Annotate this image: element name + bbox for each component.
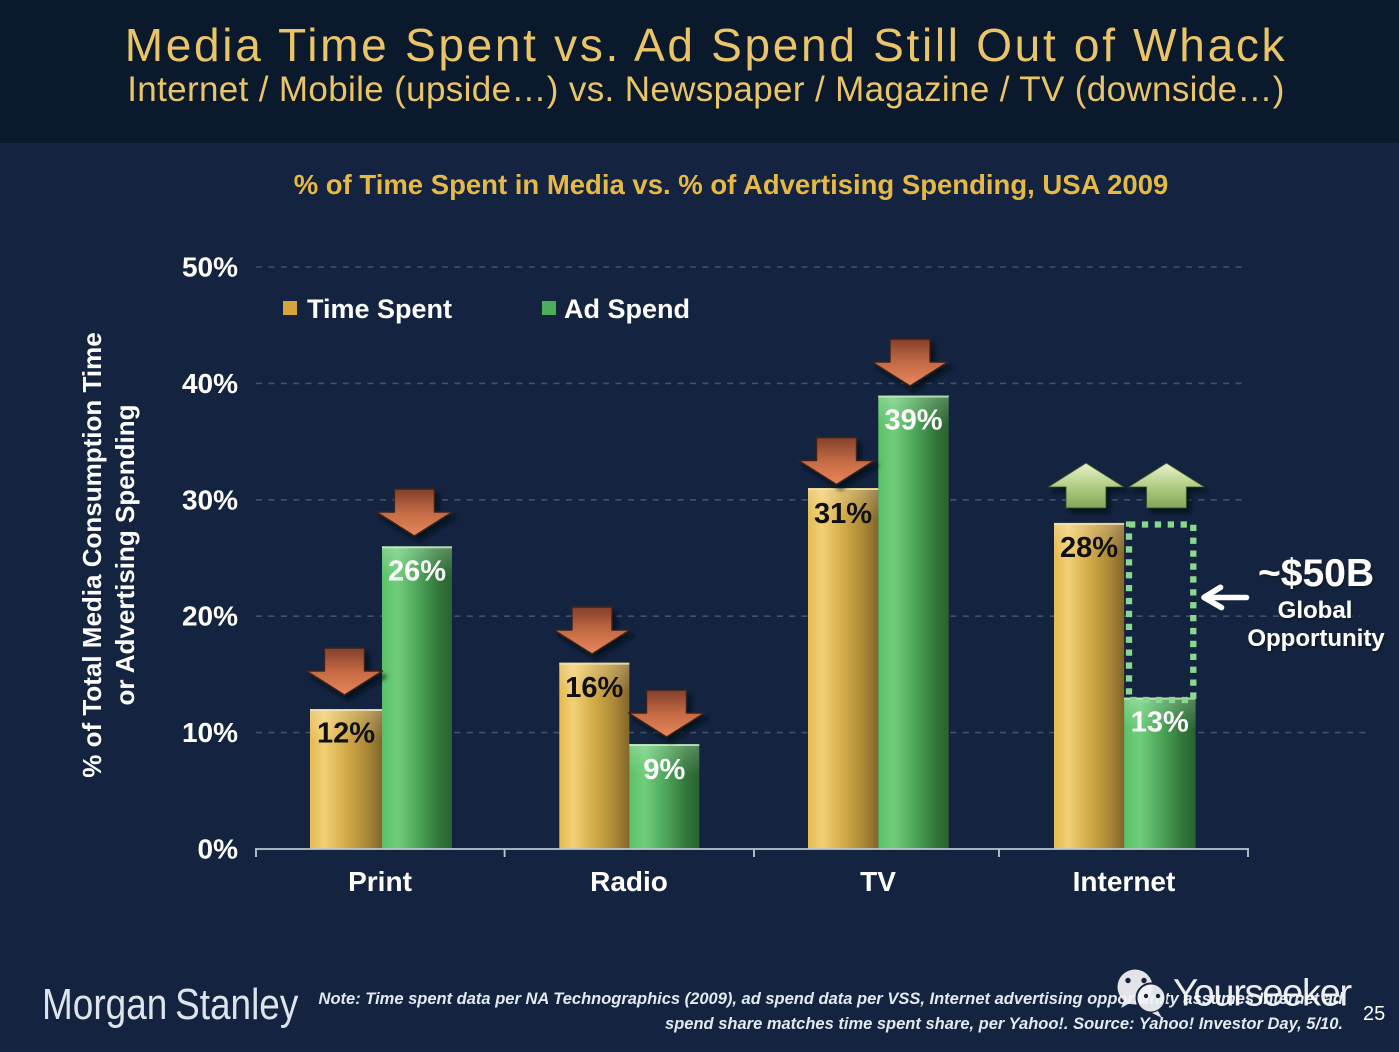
svg-text:0%: 0% bbox=[198, 834, 239, 865]
svg-text:16%: 16% bbox=[565, 672, 623, 704]
svg-text:Print: Print bbox=[348, 866, 412, 897]
svg-text:39%: 39% bbox=[884, 405, 942, 437]
svg-text:Yourseeker: Yourseeker bbox=[1173, 973, 1352, 1015]
svg-text:40%: 40% bbox=[182, 368, 238, 399]
svg-text:31%: 31% bbox=[814, 498, 872, 530]
svg-text:Ad Spend: Ad Spend bbox=[564, 294, 690, 324]
svg-text:26%: 26% bbox=[388, 555, 446, 587]
svg-text:Radio: Radio bbox=[590, 866, 668, 897]
svg-text:~$50B: ~$50B bbox=[1258, 552, 1374, 595]
svg-text:TV: TV bbox=[860, 866, 896, 897]
svg-text:Time Spent: Time Spent bbox=[307, 294, 452, 324]
svg-text:30%: 30% bbox=[182, 484, 238, 515]
svg-text:28%: 28% bbox=[1060, 532, 1118, 564]
svg-text:20%: 20% bbox=[182, 601, 238, 632]
svg-text:10%: 10% bbox=[182, 717, 238, 748]
svg-text:13%: 13% bbox=[1131, 707, 1189, 739]
svg-text:Opportunity: Opportunity bbox=[1247, 625, 1385, 652]
svg-text:Internet: Internet bbox=[1073, 866, 1176, 897]
svg-text:9%: 9% bbox=[643, 754, 685, 786]
svg-text:Global: Global bbox=[1278, 597, 1353, 624]
svg-text:50%: 50% bbox=[182, 252, 238, 283]
svg-text:12%: 12% bbox=[317, 718, 375, 750]
